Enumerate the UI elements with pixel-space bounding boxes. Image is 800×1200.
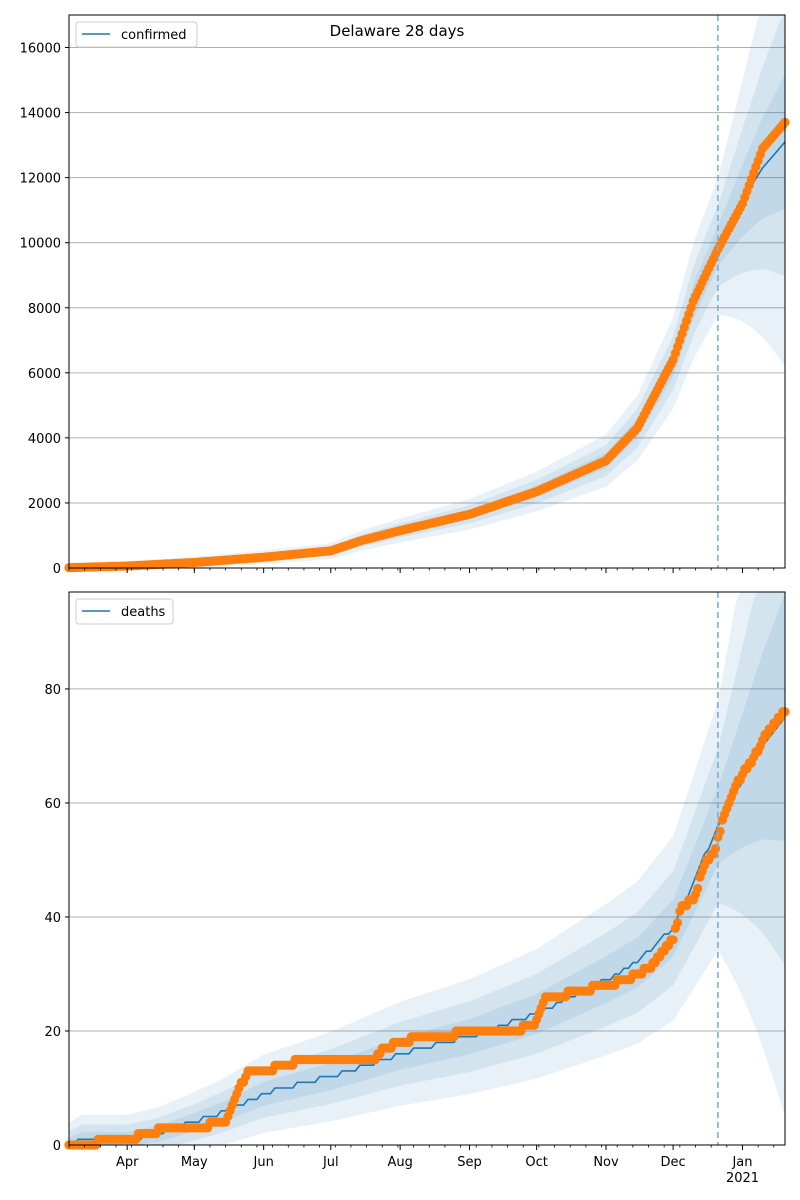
- x-tick-label: Aug: [388, 1155, 413, 1170]
- y-tick-label: 16000: [20, 42, 61, 57]
- y-tick-label: 0: [53, 562, 61, 577]
- x-tick-label: Apr: [116, 1155, 139, 1170]
- y-tick-label: 0: [53, 1139, 61, 1154]
- observed-point: [711, 843, 721, 854]
- legend-box: [75, 21, 198, 48]
- legend-label: deaths: [121, 605, 166, 620]
- y-tick-label: 12000: [20, 172, 61, 187]
- y-tick-label: 8000: [28, 302, 61, 317]
- observed-point: [673, 918, 683, 928]
- x-tick-label: Jul: [322, 1155, 339, 1170]
- x-year-label: 2021: [726, 1171, 759, 1186]
- legend-label: confirmed: [121, 28, 187, 43]
- x-tick-label: May: [181, 1155, 208, 1170]
- uncertainty-band: [69, 592, 785, 1145]
- uncertainty-band: [69, 592, 785, 1145]
- y-tick-label: 20: [44, 1025, 61, 1040]
- y-tick-label: 40: [44, 911, 61, 926]
- x-tick-label: Dec: [661, 1155, 686, 1170]
- y-tick-label: 14000: [20, 107, 61, 122]
- uncertainty-band: [69, 15, 785, 568]
- x-tick-label: Oct: [525, 1155, 547, 1170]
- observed-point: [693, 883, 703, 894]
- uncertainty-band: [69, 15, 785, 568]
- x-tick-label: Jan: [731, 1155, 752, 1170]
- plot-frame: [68, 14, 786, 569]
- y-tick-label: 80: [44, 683, 61, 698]
- x-tick-label: Nov: [593, 1155, 619, 1170]
- legend-box: [75, 598, 174, 625]
- y-tick-label: 6000: [28, 367, 61, 382]
- confirmed-panel: 0 2000 4000 6000 8000 10000 12000 14000 16000 con…: [20, 14, 790, 577]
- observed-point: [715, 826, 725, 837]
- chart-title: Delaware 28 days: [330, 22, 465, 40]
- y-tick-label: 10000: [20, 237, 61, 252]
- legend: deaths: [75, 598, 174, 625]
- observed-point: [668, 935, 678, 945]
- y-tick-label: 2000: [28, 497, 61, 512]
- plot-frame: [68, 591, 786, 1146]
- legend: confirmed: [75, 21, 198, 48]
- model-line: [69, 716, 786, 1146]
- deaths-panel: 0 20 40 60 80 deaths: [44, 591, 790, 1154]
- x-tick-label: Jun: [253, 1155, 274, 1170]
- y-tick-label: 60: [44, 797, 61, 812]
- x-tick-label: Sep: [457, 1155, 482, 1170]
- y-tick-label: 4000: [28, 432, 61, 447]
